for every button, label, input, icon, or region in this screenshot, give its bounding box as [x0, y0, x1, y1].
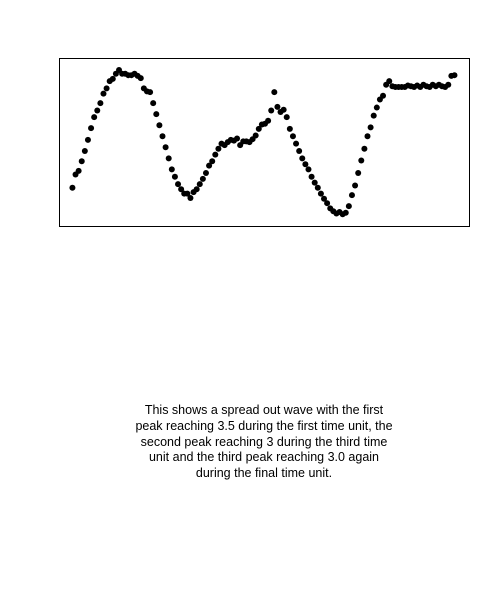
data-point: [78, 158, 85, 165]
data-point: [370, 112, 377, 119]
data-point: [445, 81, 452, 88]
data-point: [345, 203, 352, 210]
data-point: [156, 122, 163, 129]
data-point: [289, 133, 296, 140]
data-point: [361, 145, 368, 152]
data-point: [91, 114, 98, 121]
data-point: [299, 155, 306, 162]
data-point: [209, 158, 216, 165]
chart-caption: This shows a spread out wave with the fi…: [135, 403, 393, 481]
data-point: [293, 140, 300, 147]
data-point: [171, 173, 178, 180]
data-point: [355, 170, 362, 177]
data-point: [88, 125, 95, 132]
data-point: [175, 181, 182, 188]
data-point: [342, 209, 349, 216]
data-point: [75, 167, 82, 174]
data-point: [109, 75, 116, 82]
data-point: [268, 107, 275, 114]
data-point: [234, 135, 241, 142]
data-point: [296, 147, 303, 154]
data-points: [69, 67, 458, 218]
data-point: [103, 85, 110, 92]
data-point: [352, 182, 359, 189]
data-point: [184, 190, 191, 197]
data-point: [302, 161, 309, 168]
data-point: [367, 124, 374, 131]
data-point: [215, 145, 222, 152]
data-point: [364, 133, 371, 140]
data-point: [324, 200, 331, 207]
data-point: [84, 136, 91, 143]
data-point: [147, 89, 154, 96]
data-point: [150, 100, 157, 107]
data-point: [283, 114, 290, 121]
data-point: [162, 144, 169, 151]
data-point: [187, 195, 194, 202]
data-point: [317, 190, 324, 197]
data-point: [321, 195, 328, 202]
data-point: [308, 173, 315, 180]
plot-frame: [59, 58, 470, 227]
data-point: [159, 133, 166, 140]
data-point: [373, 104, 380, 111]
data-point: [168, 166, 175, 173]
data-point: [348, 192, 355, 199]
data-point: [94, 107, 101, 114]
data-point: [358, 157, 365, 164]
data-point: [178, 186, 185, 193]
data-point: [271, 89, 278, 96]
data-point: [252, 132, 259, 139]
data-point: [196, 181, 203, 188]
data-point: [274, 103, 281, 110]
data-point: [69, 184, 76, 191]
data-point: [255, 125, 262, 132]
data-point: [97, 100, 104, 107]
data-point: [314, 184, 321, 191]
data-point: [305, 166, 312, 173]
data-point: [380, 92, 387, 99]
data-point: [81, 147, 88, 154]
data-point: [100, 90, 107, 97]
data-point: [386, 78, 393, 85]
data-point: [206, 162, 213, 169]
data-point: [153, 111, 160, 118]
data-point: [199, 175, 206, 182]
data-point: [212, 151, 219, 158]
data-point: [286, 125, 293, 132]
data-point: [165, 155, 172, 162]
data-point: [193, 186, 200, 193]
data-point: [137, 75, 144, 82]
data-point: [280, 106, 287, 113]
data-point: [202, 170, 209, 177]
data-point: [265, 117, 272, 124]
data-point: [451, 72, 458, 79]
data-point: [311, 179, 318, 186]
